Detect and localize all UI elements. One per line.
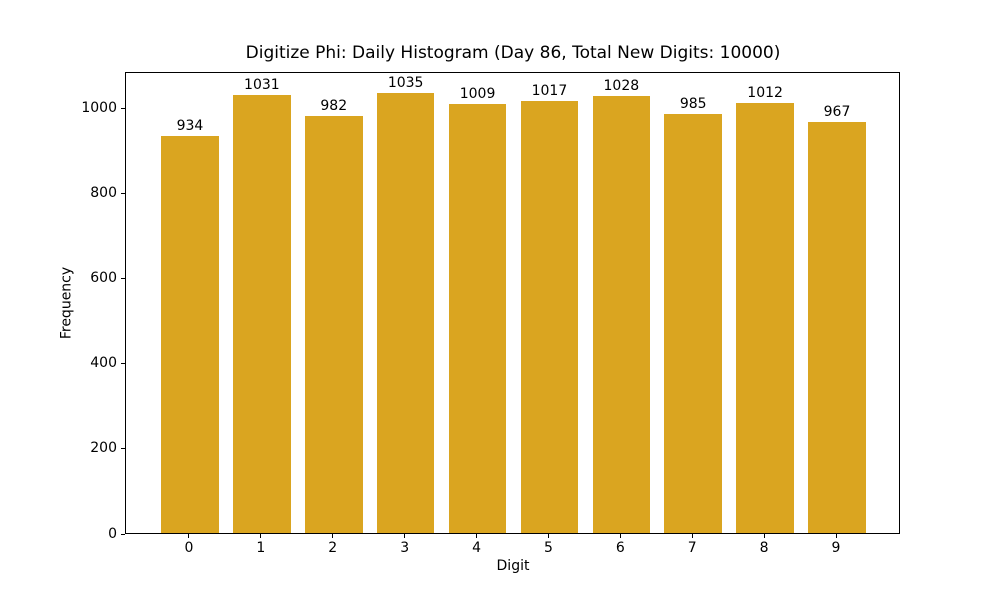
x-tick-mark [404,534,406,538]
x-tick-mark [188,534,190,538]
x-tick-label: 1 [256,540,266,556]
x-tick-mark [476,534,478,538]
y-tick-mark [121,193,125,195]
x-tick-label: 0 [184,540,194,556]
y-tick-mark [121,533,125,535]
bar-value-label: 934 [176,117,204,134]
bar-value-label: 985 [679,96,707,113]
bar-digit-0 [161,135,219,533]
x-tick-label: 7 [687,540,697,556]
x-tick-label: 4 [472,540,481,556]
y-tick-label: 1000 [81,100,117,117]
y-tick-mark [121,108,125,110]
x-tick-mark [691,534,693,538]
bar-value-label: 1012 [747,84,783,101]
y-tick-label: 600 [90,270,117,287]
x-tick-mark [835,534,837,538]
bar-value-label: 1009 [459,86,496,103]
y-tick-mark [121,278,125,280]
x-tick-mark [547,534,549,538]
bar-digit-4 [448,104,507,533]
y-tick-label: 200 [90,440,117,457]
bar-digit-3 [376,93,435,533]
bar-value-label: 1031 [244,76,280,93]
y-tick-label: 800 [90,185,117,202]
y-tick-mark [121,363,125,365]
bar-digit-2 [305,115,363,533]
bar-value-label: 982 [320,97,348,114]
x-tick-mark [332,534,334,538]
x-axis-label: Digit [496,558,530,574]
x-tick-label: 9 [831,540,841,556]
bar-digit-7 [664,114,722,533]
x-tick-mark [763,534,765,538]
bar-value-label: 1017 [531,82,568,99]
x-tick-label: 8 [759,540,769,556]
x-tick-mark [619,534,621,538]
bar-digit-5 [520,100,579,533]
x-tick-label: 5 [543,540,553,556]
x-tick-label: 2 [328,540,338,556]
bar-digit-9 [808,121,866,533]
x-tick-label: 6 [615,540,625,556]
bar-digit-8 [736,102,794,533]
bar-value-label: 1028 [603,77,640,94]
chart-title: Digitize Phi: Daily Histogram (Day 86, T… [245,43,781,63]
y-tick-label: 400 [90,355,117,372]
x-tick-label: 3 [400,540,410,556]
y-tick-label: 0 [108,525,117,542]
y-tick-mark [121,448,125,450]
bar-digit-6 [592,95,651,533]
bar-value-label: 1035 [387,75,424,91]
x-tick-mark [260,534,262,538]
bar-digit-1 [233,94,291,533]
plot-area: 934 1031 982 1035 1009 1017 1028 985 1012 967 [125,72,900,534]
bar-value-label: 967 [823,103,851,120]
